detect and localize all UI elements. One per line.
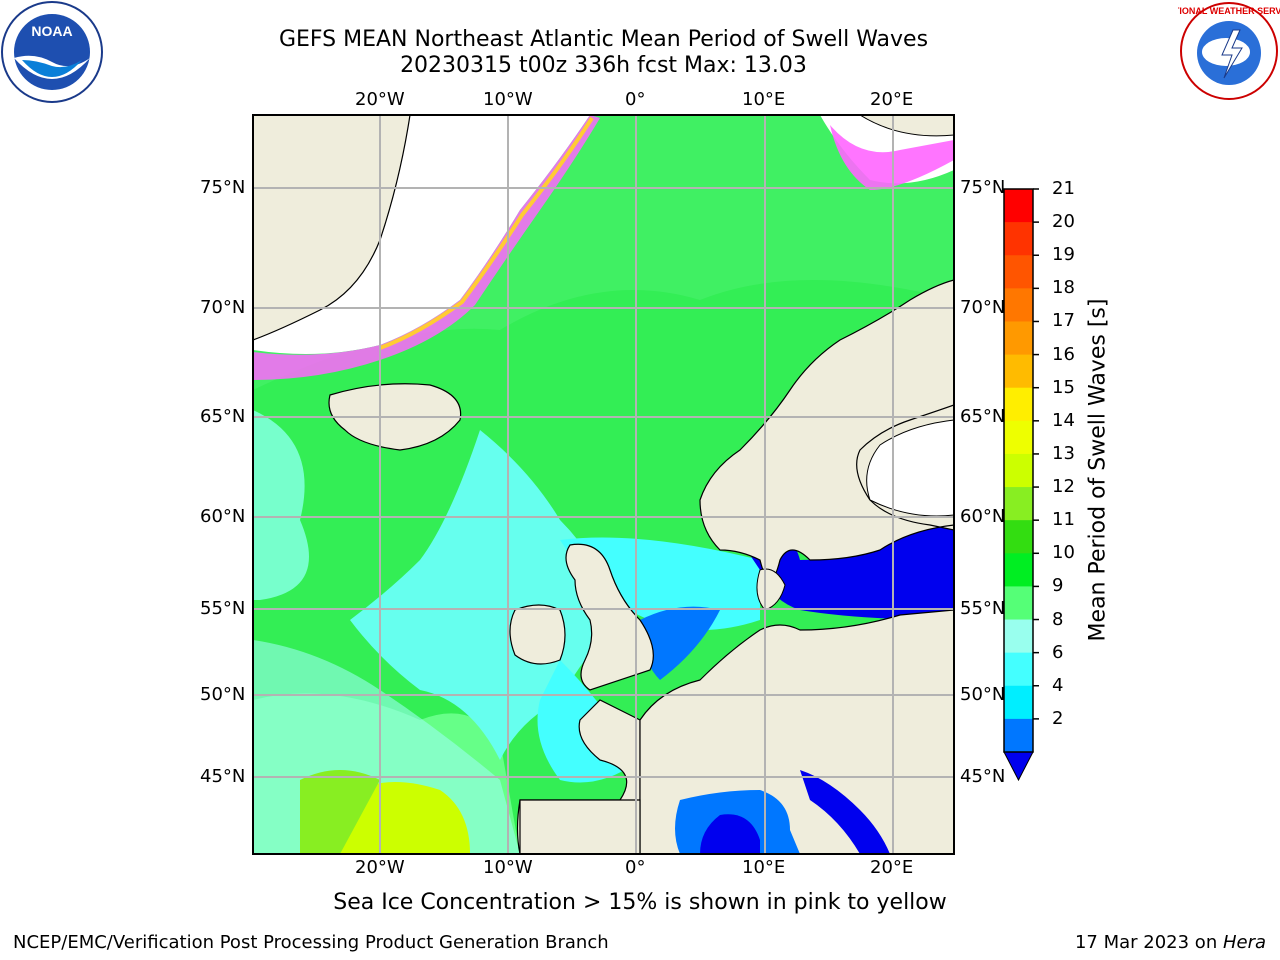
colorbar-segment [1004,586,1033,621]
lon-label-top: 10°W [483,89,533,110]
colorbar-segment [1004,685,1033,720]
lon-label-top: 10°E [742,89,786,110]
colorbar-segment [1004,255,1033,289]
sea-ice-note: Sea Ice Concentration > 15% is shown in … [333,890,947,915]
colorbar-segment [1004,619,1033,654]
colorbar-segment [1004,487,1033,521]
graticule [253,115,954,854]
colorbar-tick-label: 18 [1052,277,1075,299]
national-weather-service-logo: NATIONAL WEATHER SERVICE [1178,2,1280,100]
colorbar-label: Mean Period of Swell Waves [s] [1085,298,1111,642]
footer-credit: NCEP/EMC/Verification Post Processing Pr… [13,932,609,953]
colorbar-tick-label: 6 [1052,641,1064,663]
lat-label-left: 55°N [200,598,246,619]
colorbar-tick-label: 21 [1052,178,1075,199]
lon-label-top: 0° [625,89,646,110]
colorbar-tick-label: 4 [1052,674,1064,696]
great-britain [565,543,654,691]
lon-label-bottom: 20°W [355,857,405,878]
colorbar-segment [1004,520,1033,554]
lon-label-bottom: 20°E [870,857,914,878]
lon-label-bottom: 0° [625,857,646,878]
colorbar-segment [1004,652,1033,687]
colorbar-tick-label: 15 [1052,376,1075,398]
lon-label-top: 20°E [870,89,914,110]
lat-label-left: 60°N [200,506,246,527]
colorbar-extend-arrow [1003,751,1034,782]
lat-label-right: 70°N [960,297,1006,318]
lat-label-right: 65°N [960,406,1006,427]
lat-label-left: 50°N [200,684,246,705]
nws-logo-text: NATIONAL WEATHER SERVICE [1178,6,1280,16]
lat-label-left: 65°N [200,406,246,427]
map-title: GEFS MEAN Northeast Atlantic Mean Period… [278,27,929,52]
lat-label-right: 60°N [960,506,1006,527]
colorbar-segment [1004,453,1033,488]
noaa-logo-text: NOAA [31,23,72,39]
colorbar [1003,189,1034,782]
colorbar-segment [1004,420,1033,455]
lat-label-right: 75°N [960,177,1006,198]
colorbar-segment [1004,189,1033,223]
colorbar-tick-label: 11 [1052,509,1075,531]
footer-date: 17 Mar 2023 on Hera [1074,932,1266,953]
ireland [509,604,566,665]
lon-label-bottom: 10°E [742,857,786,878]
colorbar-segment [1004,387,1033,422]
lon-label-top: 20°W [355,89,405,110]
lon-label-bottom: 10°W [483,857,533,878]
noaa-logo: NOAA [1,1,103,103]
colorbar-tick-label: 8 [1052,608,1064,630]
map-frame [252,114,955,855]
colorbar-segment [1004,288,1033,322]
colorbar-segment [1004,222,1033,256]
colorbar-tick-label: 14 [1052,409,1075,431]
lat-label-right: 50°N [960,684,1006,705]
colorbar-tick-label: 10 [1052,542,1075,564]
colorbar-tick-label: 9 [1052,575,1064,597]
colorbar-tick-label: 2 [1052,707,1064,729]
map-subtitle: 20230315 t00z 336h fcst Max: 13.03 [400,53,807,78]
lat-label-right: 55°N [960,598,1006,619]
colorbar-tick-label: 20 [1052,211,1075,233]
colorbar-segment [1004,354,1033,389]
lat-label-right: 45°N [960,766,1006,787]
lat-label-left: 70°N [200,297,246,318]
lat-label-left: 75°N [200,177,246,198]
colorbar-segment [1004,321,1033,356]
lat-label-left: 45°N [200,766,246,787]
colorbar-tick-label: 17 [1052,310,1075,332]
colorbar-tick-label: 12 [1052,476,1075,498]
colorbar-tick-label: 19 [1052,244,1075,266]
colorbar-tick-label: 16 [1052,343,1075,365]
colorbar-segment [1004,718,1033,753]
colorbar-segment [1004,553,1033,587]
colorbar-tick-label: 13 [1052,442,1075,464]
